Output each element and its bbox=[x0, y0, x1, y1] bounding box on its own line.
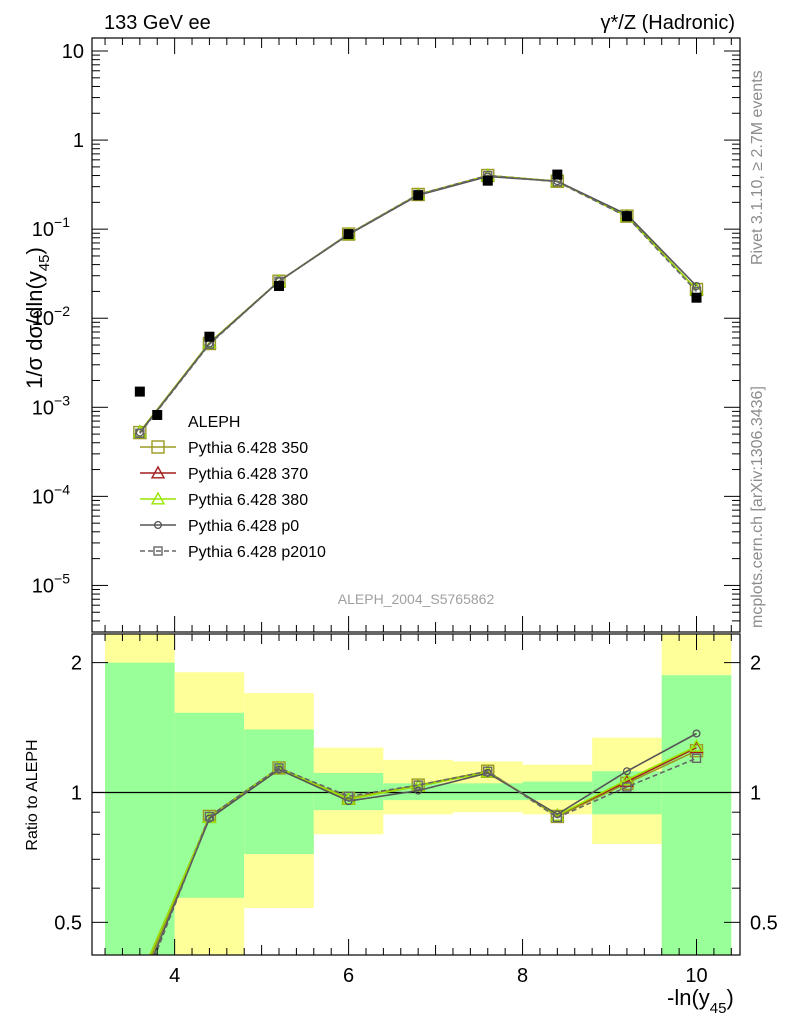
x-tick-label: 10 bbox=[685, 965, 707, 987]
stat-uncertainty-band bbox=[452, 783, 523, 801]
series-marker bbox=[692, 281, 701, 291]
ratio-series-marker bbox=[552, 812, 563, 823]
x-tick-label: 4 bbox=[169, 965, 180, 987]
ratio-ylabel: Ratio to ALEPH bbox=[24, 739, 41, 850]
y-tick-label: 10 bbox=[62, 41, 84, 63]
ratio-series-marker bbox=[413, 780, 423, 790]
mcplots-label: mcplots.cern.ch [arXiv:1306.3436] bbox=[749, 386, 766, 628]
analysis-id: ALEPH_2004_S5765862 bbox=[338, 591, 495, 607]
data-point bbox=[552, 169, 563, 180]
data-point bbox=[621, 211, 632, 222]
ratio-series-marker bbox=[414, 786, 423, 795]
x-tick-label: 6 bbox=[343, 965, 354, 987]
y-tick-label: 1 bbox=[73, 130, 84, 152]
legend-label: Pythia 6.428 370 bbox=[188, 466, 308, 483]
ratio-series-marker bbox=[691, 753, 702, 764]
y-tick-label: 10−1 bbox=[32, 214, 70, 241]
y-tick-label: 10−5 bbox=[32, 570, 70, 597]
series-line bbox=[139, 175, 698, 434]
main-series bbox=[132, 168, 704, 440]
legend-label: ALEPH bbox=[188, 414, 240, 431]
legend-marker bbox=[150, 491, 166, 505]
ratio-tick-label-left: 0.5 bbox=[54, 912, 82, 934]
ratio-series-marker bbox=[619, 772, 635, 786]
ratio-tick-label-right: 2 bbox=[750, 653, 761, 675]
ratio-bands bbox=[105, 634, 732, 955]
ratio-series-marker bbox=[622, 782, 632, 792]
y-tick-label: 10−3 bbox=[32, 392, 70, 419]
data-point bbox=[413, 190, 424, 201]
header-right: γ*/Z (Hadronic) bbox=[601, 12, 735, 34]
ratio-tick-label-left: 1 bbox=[71, 782, 82, 804]
ratio-series-line bbox=[154, 757, 697, 955]
ratio-series-marker bbox=[134, 973, 146, 984]
data-point bbox=[274, 281, 285, 292]
ratio-series-marker bbox=[483, 766, 493, 776]
rivet-label: Rivet 3.1.10, ≥ 2.7M events bbox=[749, 70, 766, 265]
ratio-series-line bbox=[152, 732, 697, 955]
legend-label: Pythia 6.428 350 bbox=[188, 440, 308, 457]
ratio-tick-label-right: 0.5 bbox=[750, 912, 778, 934]
data-point bbox=[204, 331, 215, 342]
ratio-series-marker bbox=[204, 811, 215, 822]
ratio-series-marker bbox=[622, 767, 631, 776]
ratio-plot: 4 6 8 10 0.5 0.5 1 1 2 2 bbox=[54, 633, 778, 999]
ratio-series-marker bbox=[689, 738, 704, 752]
x-tick-label: 8 bbox=[517, 965, 528, 987]
ratio-series-marker bbox=[136, 986, 143, 993]
y-tick-label: 10−4 bbox=[32, 481, 70, 508]
legend-label: Pythia 6.428 p2010 bbox=[188, 544, 326, 561]
ratio-series bbox=[134, 729, 704, 999]
y-tick-label: 10−2 bbox=[32, 303, 70, 330]
data-point bbox=[343, 229, 354, 240]
data-point bbox=[134, 386, 145, 397]
legend-marker bbox=[151, 440, 165, 454]
ratio-tick-label-left: 2 bbox=[71, 653, 82, 675]
series-line bbox=[139, 174, 698, 434]
ratio-series-marker bbox=[136, 991, 144, 999]
data-point bbox=[691, 292, 702, 303]
ratio-series-marker bbox=[344, 797, 353, 806]
legend-marker bbox=[150, 465, 166, 479]
x-axis-label: -ln(y45) bbox=[667, 985, 734, 1017]
ratio-frame bbox=[91, 633, 741, 956]
main-frame bbox=[91, 37, 741, 633]
legend-label: Pythia 6.428 p0 bbox=[188, 518, 299, 535]
ratio-series-marker bbox=[692, 729, 701, 738]
ratio-series-marker bbox=[274, 763, 284, 773]
ratio-series-marker bbox=[134, 978, 146, 990]
ratio-tick-label-right: 1 bbox=[750, 782, 761, 804]
series-marker bbox=[135, 428, 145, 439]
header-left: 133 GeV ee bbox=[104, 12, 211, 34]
legend-marker bbox=[153, 546, 163, 556]
ratio-series-marker bbox=[343, 791, 354, 801]
stat-uncertainty-band bbox=[174, 712, 245, 898]
series-line bbox=[139, 174, 698, 434]
legend-label: Pythia 6.428 380 bbox=[188, 492, 308, 509]
legend: ALEPH Pythia 6.428 350 Pythia 6.428 370 Pyt… bbox=[140, 414, 326, 561]
stat-uncertainty-band bbox=[105, 662, 175, 955]
data-point bbox=[152, 409, 163, 420]
data-point bbox=[482, 175, 493, 186]
series-line bbox=[139, 174, 698, 433]
stat-uncertainty-band bbox=[244, 729, 314, 855]
legend-marker bbox=[153, 520, 163, 530]
stat-uncertainty-band bbox=[522, 781, 593, 801]
ratio-series-marker bbox=[134, 973, 146, 984]
svg-text:-ln(y45): -ln(y45) bbox=[667, 985, 734, 1017]
stat-uncertainty-band bbox=[661, 675, 732, 955]
main-plot: 10 1 10−1 10−2 10−3 10−4 10−5 ALEPH Pythia 6.428… bbox=[32, 37, 741, 633]
series-line bbox=[139, 174, 698, 433]
